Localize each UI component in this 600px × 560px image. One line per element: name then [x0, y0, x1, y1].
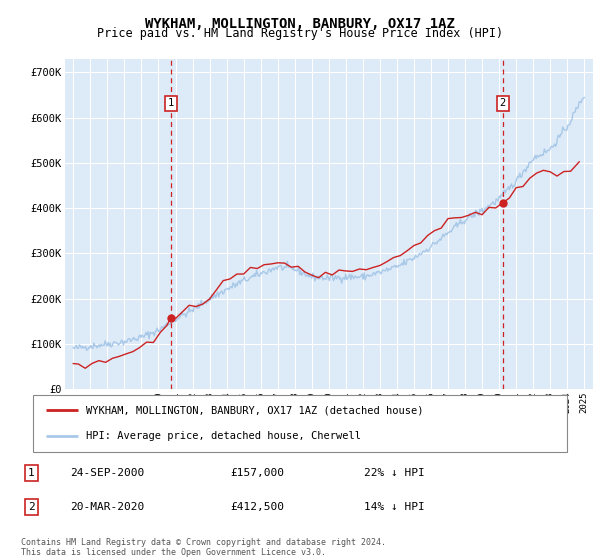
FancyBboxPatch shape [33, 395, 567, 452]
Text: 14% ↓ HPI: 14% ↓ HPI [364, 502, 425, 512]
Text: Contains HM Land Registry data © Crown copyright and database right 2024.
This d: Contains HM Land Registry data © Crown c… [21, 538, 386, 557]
Text: 24-SEP-2000: 24-SEP-2000 [70, 468, 145, 478]
Text: WYKHAM, MOLLINGTON, BANBURY, OX17 1AZ (detached house): WYKHAM, MOLLINGTON, BANBURY, OX17 1AZ (d… [86, 405, 424, 415]
Text: £412,500: £412,500 [230, 502, 284, 512]
Text: £157,000: £157,000 [230, 468, 284, 478]
Text: 2: 2 [28, 502, 35, 512]
Text: 1: 1 [168, 99, 174, 109]
Text: 1: 1 [28, 468, 35, 478]
Text: 22% ↓ HPI: 22% ↓ HPI [364, 468, 425, 478]
Text: 2: 2 [500, 99, 506, 109]
Text: 20-MAR-2020: 20-MAR-2020 [70, 502, 145, 512]
Text: HPI: Average price, detached house, Cherwell: HPI: Average price, detached house, Cher… [86, 432, 361, 441]
Text: Price paid vs. HM Land Registry's House Price Index (HPI): Price paid vs. HM Land Registry's House … [97, 27, 503, 40]
Text: WYKHAM, MOLLINGTON, BANBURY, OX17 1AZ: WYKHAM, MOLLINGTON, BANBURY, OX17 1AZ [145, 17, 455, 31]
